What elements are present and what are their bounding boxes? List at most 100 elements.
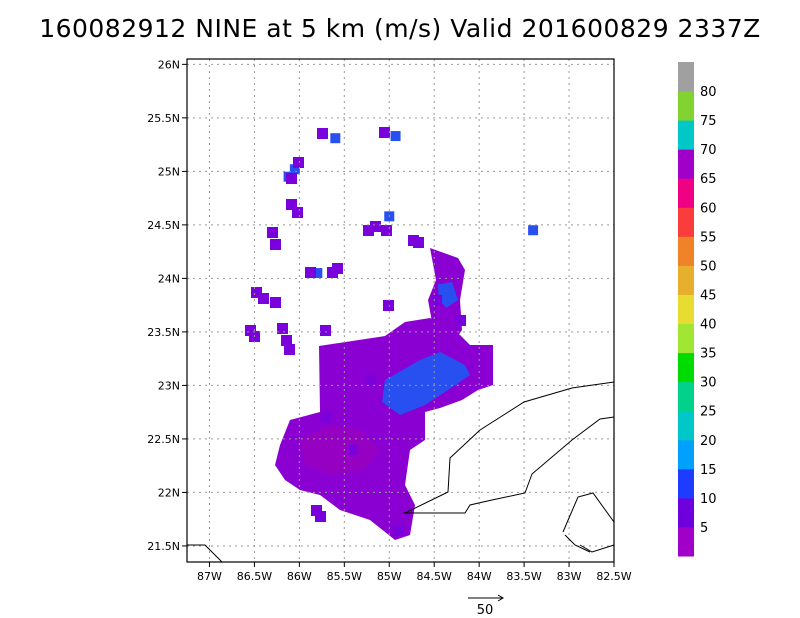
y-tick-label: 22N: [158, 486, 180, 499]
x-tick-label: 82.5W: [596, 570, 631, 583]
colorbar-label: 70: [700, 143, 717, 158]
colorbar-swatch: [678, 265, 694, 295]
colorbar-swatch: [678, 410, 694, 441]
y-tick-label: 26N: [158, 58, 180, 71]
wind-cell: [286, 199, 297, 210]
colorbar-label: 45: [700, 288, 717, 303]
coastline: [187, 381, 615, 563]
wind-cell: [315, 511, 326, 522]
reference-vector: 50: [468, 594, 504, 618]
wind-cell: [327, 267, 338, 278]
wind-region-main: [275, 318, 493, 540]
wind-cell: [330, 133, 341, 144]
y-tick-label: 25N: [158, 165, 180, 178]
wind-cell: [277, 323, 288, 334]
wind-cell: [390, 131, 401, 142]
colorbar-swatch: [678, 149, 694, 179]
wind-cell: [258, 293, 269, 304]
colorbar-swatch: [678, 439, 694, 470]
wind-cell: [348, 444, 359, 455]
coastline-path: [187, 544, 223, 563]
wind-cell: [305, 267, 316, 278]
wind-region-blue: [382, 352, 470, 415]
colorbar-label: 65: [700, 172, 717, 187]
wind-cell: [379, 127, 390, 138]
colorbar-swatch: [678, 526, 694, 557]
wind-cell: [413, 237, 424, 248]
wind-cell: [320, 325, 331, 336]
colorbar-label: 55: [700, 230, 717, 245]
x-tick-label: 86W: [287, 570, 312, 583]
y-tick-label: 23N: [158, 379, 180, 392]
x-tick-label: 86.5W: [237, 570, 272, 583]
wind-cell: [447, 375, 458, 386]
colorbar-label: 10: [700, 492, 717, 507]
chart-title: 160082912 NINE at 5 km (m/s) Valid 20160…: [39, 14, 761, 43]
plot-frame: [186, 58, 615, 563]
colorbar-label: 15: [700, 463, 717, 478]
wind-cell: [292, 207, 303, 218]
colorbar-swatch: [678, 294, 694, 325]
coastline-path: [564, 534, 591, 553]
x-tick-label: 87W: [197, 570, 222, 583]
wind-cell: [245, 325, 256, 336]
wind-cell: [293, 157, 304, 168]
wind-cell: [455, 315, 466, 326]
colorbar-label: 75: [700, 114, 717, 129]
wind-cell: [528, 225, 539, 236]
wind-cell: [312, 268, 323, 279]
wind-cell: [281, 335, 292, 346]
colorbar-swatch: [678, 381, 694, 412]
y-tick-label: 24N: [158, 272, 180, 285]
x-tick-label: 84W: [467, 570, 492, 583]
wind-region-core: [300, 425, 380, 475]
x-tick-label: 84.5W: [417, 570, 452, 583]
wind-speed-field: [245, 127, 539, 540]
wind-cell: [420, 369, 431, 380]
colorbar-swatch: [678, 323, 694, 354]
x-tick-label: 85W: [377, 570, 402, 583]
x-axis: 87W 86.5W 86W 85.5W 85W 84.5W 84W 83.5W 83W 82.5W: [197, 562, 632, 583]
coastline-path: [403, 416, 615, 514]
wind-cell: [289, 164, 300, 175]
colorbar-label: 5: [700, 521, 708, 536]
colorbar-swatch: [678, 352, 694, 383]
colorbar-swatch: [678, 178, 694, 208]
colorbar-swatch: [678, 236, 694, 266]
wind-cell: [397, 385, 408, 396]
reference-arrow-head: [497, 594, 504, 602]
wind-cell: [370, 221, 381, 232]
wind-cell: [251, 287, 262, 298]
x-tick-label: 83W: [557, 570, 582, 583]
colorbar-swatch: [678, 91, 694, 121]
wind-cell: [438, 284, 449, 295]
wind-cell: [366, 375, 377, 386]
colorbar-label: 60: [700, 201, 717, 216]
wind-cell: [270, 239, 281, 250]
x-tick-label: 85.5W: [327, 570, 362, 583]
colorbar: 5 10 15 20 25 30 35 40 45 50 55 60 65 70 75 80: [678, 62, 717, 557]
wind-cell: [286, 173, 297, 184]
grid-lines: [186, 58, 615, 563]
wind-cell: [284, 344, 295, 355]
y-tick-label: 22.5N: [147, 433, 180, 446]
colorbar-label: 35: [700, 347, 717, 362]
colorbar-label: 30: [700, 376, 717, 391]
wind-cell: [383, 300, 394, 311]
y-axis: 21.5N 22N 22.5N 23N 23.5N 24N 24.5N 25N 25.5N 26N: [147, 58, 187, 553]
colorbar-swatch: [678, 468, 694, 499]
wind-cell: [321, 412, 332, 423]
wind-cell: [363, 225, 374, 236]
wind-cell: [381, 225, 392, 236]
wind-cell: [267, 227, 278, 238]
y-tick-label: 23.5N: [147, 326, 180, 339]
colorbar-label: 40: [700, 318, 717, 333]
coastline-path: [404, 381, 615, 514]
colorbar-swatch: [678, 497, 694, 528]
wind-cell: [270, 297, 281, 308]
colorbar-swatch: [678, 62, 694, 92]
coastline-path: [562, 492, 615, 553]
colorbar-label: 80: [700, 85, 717, 100]
y-tick-label: 25.5N: [147, 112, 180, 125]
